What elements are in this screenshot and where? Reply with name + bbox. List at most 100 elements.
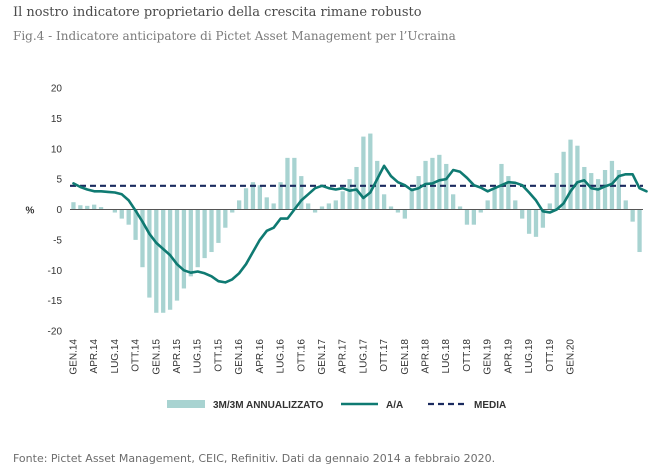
- bar: [161, 209, 166, 313]
- bar: [492, 188, 497, 210]
- y-tick-label: 5: [56, 175, 62, 186]
- x-tick-label: GEN.19: [483, 339, 494, 375]
- x-tick-label: GEN.20: [566, 339, 577, 375]
- bar: [119, 209, 124, 219]
- legend-bars-swatch: [167, 400, 205, 408]
- bar: [402, 209, 407, 219]
- bar: [444, 163, 449, 210]
- bar: [154, 209, 159, 313]
- legend-bars-label: 3M/3M ANNUALIZZATO: [213, 400, 324, 411]
- bar: [616, 170, 621, 210]
- bar: [416, 176, 421, 210]
- y-tick-label: -10: [48, 266, 63, 277]
- y-tick-label: 20: [51, 84, 63, 95]
- bar: [506, 176, 511, 210]
- bar: [264, 197, 269, 210]
- x-tick-label: APR.14: [89, 339, 100, 374]
- bar: [513, 200, 518, 210]
- x-tick-label: APR.18: [421, 339, 432, 374]
- bar: [92, 204, 97, 210]
- y-tick-label: -15: [48, 296, 63, 307]
- bar: [395, 209, 401, 213]
- x-tick-label: APR.16: [255, 339, 266, 374]
- bar: [257, 185, 262, 210]
- bar: [361, 136, 366, 210]
- bar: [174, 209, 180, 301]
- bar: [278, 182, 283, 210]
- bar: [540, 209, 546, 228]
- bar: [133, 209, 138, 240]
- x-tick-label: GEN.14: [68, 339, 79, 375]
- legend-line-label: A/A: [386, 400, 403, 411]
- x-tick-label: GEN.18: [400, 339, 411, 375]
- bar: [526, 209, 532, 234]
- chart-subtitle: Fig.4 - Indicatore anticipatore di Picte…: [13, 29, 456, 43]
- bar: [312, 209, 318, 213]
- bar: [236, 200, 242, 210]
- bar: [547, 203, 552, 210]
- bar: [409, 188, 414, 210]
- aa-line: [72, 164, 648, 284]
- bar: [637, 209, 642, 253]
- bar: [112, 209, 118, 213]
- bar: [319, 206, 325, 210]
- bar: [285, 157, 290, 210]
- bar: [554, 173, 559, 210]
- bar: [243, 188, 249, 210]
- bar: [595, 179, 601, 210]
- x-tick-label: OTT.14: [131, 339, 142, 372]
- x-tick-label: GEN.15: [151, 339, 162, 375]
- bar: [223, 209, 228, 228]
- x-tick-label: OTT.19: [545, 339, 556, 372]
- chart-title: Il nostro indicatore proprietario della …: [13, 5, 422, 20]
- bar: [561, 151, 566, 210]
- bar: [347, 179, 352, 210]
- x-tick-label: OTT.18: [462, 339, 473, 372]
- bar: [464, 209, 470, 225]
- bar: [340, 191, 345, 210]
- x-tick-label: OTT.16: [296, 339, 307, 372]
- bar: [167, 209, 173, 310]
- y-tick-label: 15: [51, 114, 63, 125]
- bar: [188, 209, 193, 277]
- bar: [306, 203, 311, 210]
- y-tick-label: -5: [53, 235, 62, 246]
- bar: [78, 205, 83, 210]
- bar: [457, 206, 463, 210]
- bar: [326, 203, 332, 210]
- bar: [478, 209, 483, 213]
- x-tick-label: LUG.18: [441, 339, 452, 374]
- bar: [602, 170, 608, 210]
- bar: [533, 209, 539, 237]
- bar: [375, 160, 380, 210]
- x-tick-label: GEN.17: [317, 339, 328, 375]
- y-tick-label: -20: [48, 327, 63, 338]
- bar: [250, 182, 256, 210]
- bar: [582, 166, 587, 210]
- bar: [485, 200, 490, 210]
- bar: [147, 209, 152, 298]
- bar: [471, 209, 477, 225]
- x-tick-label: APR.15: [172, 339, 183, 374]
- bar: [98, 207, 104, 210]
- x-tick-label: APR.17: [338, 339, 349, 374]
- bar: [388, 206, 394, 210]
- x-tick-label: APR.19: [503, 339, 514, 374]
- bar: [451, 194, 456, 210]
- bar: [299, 176, 304, 210]
- y-tick-label: 10: [51, 144, 63, 155]
- bar: [209, 209, 214, 253]
- bar: [71, 202, 76, 210]
- bar: [140, 209, 145, 268]
- x-tick-label: OTT.17: [379, 339, 390, 372]
- legend-media-label: MEDIA: [474, 400, 506, 411]
- bar: [568, 139, 573, 210]
- bar: [333, 200, 338, 210]
- bar: [630, 209, 635, 222]
- bar: [437, 154, 442, 210]
- x-tick-label: LUG.17: [358, 339, 369, 374]
- bar: [202, 209, 207, 259]
- bar: [230, 209, 235, 213]
- bar: [85, 205, 90, 210]
